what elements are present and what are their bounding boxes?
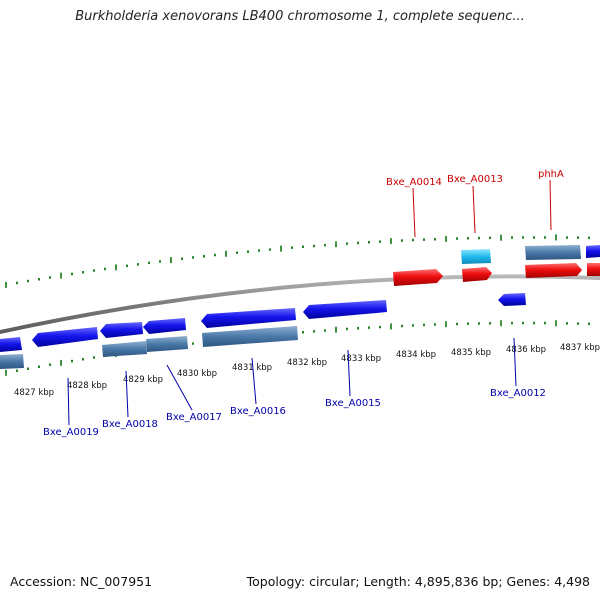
gene-arrow-bxe-a0016[interactable]	[201, 308, 296, 328]
gene-arrow-phha[interactable]	[525, 263, 582, 278]
sequence-info-text: Topology: circular; Length: 4,895,836 bp…	[246, 574, 590, 589]
label-leader	[513, 337, 517, 387]
outer-tick-marks	[5, 234, 590, 288]
label-leader	[251, 357, 257, 405]
scale-label: 4828 kbp	[67, 381, 107, 391]
gene-label-bxe-a0013[interactable]: Bxe_A0013	[447, 174, 503, 185]
accession-text: Accession: NC_007951	[10, 574, 153, 589]
gene-label-bxe-a0014[interactable]: Bxe_A0014	[386, 177, 442, 188]
gene-label-bxe-a0012[interactable]: Bxe_A0012	[490, 388, 546, 399]
cds-block[interactable]	[525, 245, 581, 260]
cds-block[interactable]	[102, 341, 147, 357]
cds-block[interactable]	[0, 354, 24, 369]
gene-label-bxe-a0018[interactable]: Bxe_A0018	[102, 419, 158, 430]
cds-block[interactable]	[146, 336, 188, 352]
scale-label: 4836 kbp	[506, 345, 546, 355]
label-leader	[125, 370, 129, 418]
scale-label: 4829 kbp	[123, 375, 163, 385]
label-leader	[347, 349, 351, 397]
gene-arrow-bxe-a0012[interactable]	[498, 293, 526, 306]
gene-label-phha[interactable]: phhA	[538, 169, 564, 180]
label-leader	[472, 185, 476, 234]
scale-label: 4831 kbp	[232, 363, 272, 373]
scale-label: 4830 kbp	[177, 369, 217, 379]
gene-highlight-bxe-a0013[interactable]	[461, 249, 491, 264]
gene-arrow[interactable]	[587, 263, 600, 276]
scale-label: 4832 kbp	[287, 358, 327, 368]
scale-label: 4837 kbp	[560, 343, 600, 353]
gene-arrow-bxe-a0013-red[interactable]	[462, 267, 492, 282]
gene-arrow-bxe-a0019[interactable]	[32, 327, 98, 347]
label-leader	[549, 179, 552, 231]
cds-block[interactable]	[202, 326, 298, 347]
top-gene-labels: Bxe_A0014 Bxe_A0013 phhA	[386, 169, 564, 238]
gene-label-bxe-a0015[interactable]: Bxe_A0015	[325, 398, 381, 409]
chromosome-backbone	[0, 274, 600, 334]
scale-labels: 4827 kbp 4828 kbp 4829 kbp 4830 kbp 4831…	[14, 343, 600, 398]
gene-label-bxe-a0019[interactable]: Bxe_A0019	[43, 427, 99, 438]
scale-label: 4833 kbp	[341, 354, 381, 364]
label-leader	[67, 377, 70, 426]
gene-label-bxe-a0017[interactable]: Bxe_A0017	[166, 412, 222, 423]
bottom-gene-labels: Bxe_A0019 Bxe_A0018 Bxe_A0017 Bxe_A0016 …	[43, 337, 546, 438]
gene-arrow[interactable]	[0, 337, 22, 352]
gene-arrow-bxe-a0015[interactable]	[303, 300, 387, 319]
scale-label: 4827 kbp	[14, 388, 54, 398]
gene-label-bxe-a0016[interactable]: Bxe_A0016	[230, 406, 286, 417]
gene-arrow-bxe-a0018[interactable]	[100, 322, 143, 338]
scale-label: 4835 kbp	[451, 348, 491, 358]
label-leader	[412, 187, 416, 238]
label-leader	[166, 364, 193, 411]
gene-arrow-bxe-a0014[interactable]	[393, 269, 443, 286]
gene-arrow[interactable]	[586, 245, 600, 258]
scale-label: 4834 kbp	[396, 350, 436, 360]
map-title: Burkholderia xenovorans LB400 chromosome…	[75, 9, 525, 24]
gene-arrow-bxe-a0017[interactable]	[143, 318, 186, 334]
